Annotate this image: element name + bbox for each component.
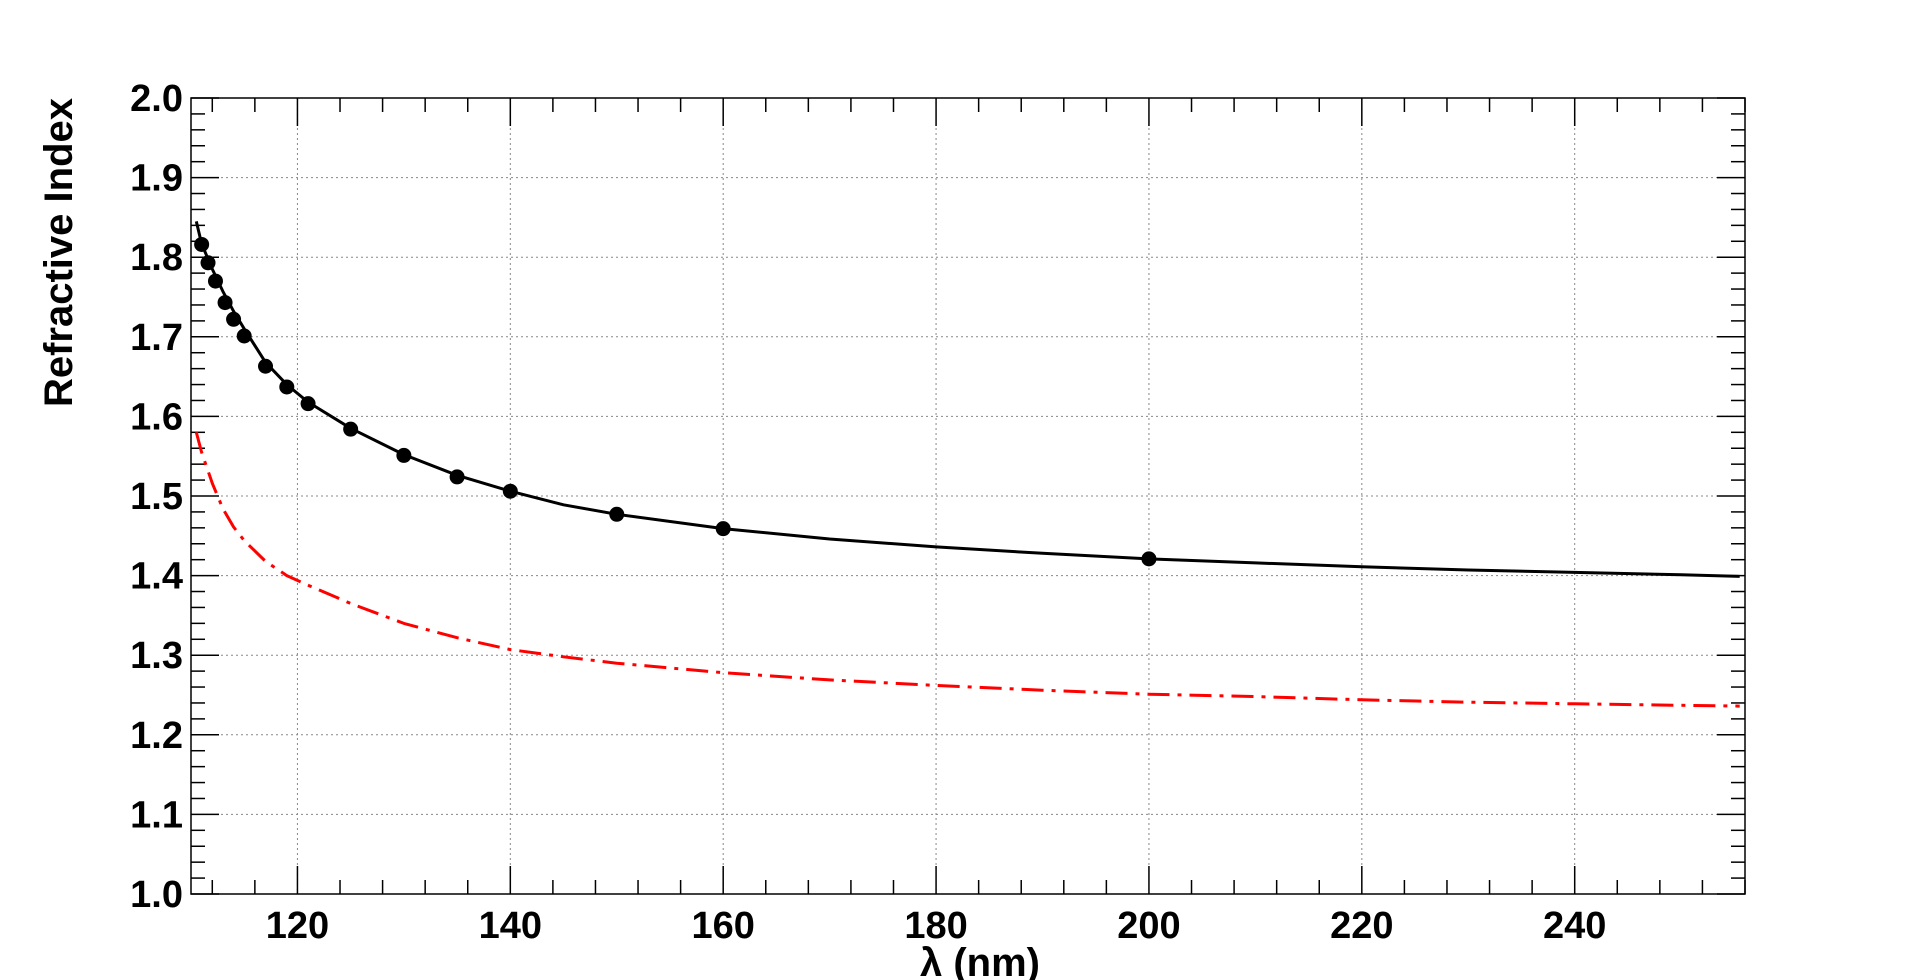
y-tick-label: 1.7: [130, 317, 183, 359]
y-tick-label: 1.0: [130, 874, 183, 916]
red-dashdot-curve: [194, 431, 1740, 708]
grid: [191, 98, 1745, 894]
x-axis-title: λ (nm): [920, 941, 1040, 980]
data-point: [258, 358, 274, 374]
y-tick-label: 1.2: [130, 715, 183, 757]
x-tick-label: 220: [1330, 905, 1393, 947]
x-tick-label: 160: [691, 905, 754, 947]
y-tick-label: 1.3: [130, 635, 183, 677]
y-tick-label: 1.9: [130, 158, 183, 200]
y-tick-label: 1.4: [130, 556, 183, 598]
y-axis-title: Refractive Index: [37, 98, 81, 407]
x-tick-label: 200: [1117, 905, 1180, 947]
y-tick-label: 2.0: [130, 78, 183, 120]
x-tick-label: 140: [479, 905, 542, 947]
tick-labels: 120 140 160 180 200 220 240 1.0 1.1 1.2 1.3 1.4 1.5 1…: [130, 78, 1606, 947]
axis-ticks: [191, 97, 1746, 895]
x-tick-label: 240: [1543, 905, 1606, 947]
y-tick-label: 1.5: [130, 476, 183, 518]
y-tick-label: 1.6: [130, 396, 183, 438]
x-tick-label: 120: [266, 905, 329, 947]
series: [194, 221, 1740, 708]
data-point: [217, 295, 233, 311]
plot-frame: [190, 97, 1746, 895]
data-point: [279, 379, 295, 395]
black-fit-curve: [194, 221, 1740, 578]
x-tick-label: 180: [904, 905, 967, 947]
y-tick-label: 1.1: [130, 794, 183, 836]
y-tick-label: 1.8: [130, 237, 183, 279]
